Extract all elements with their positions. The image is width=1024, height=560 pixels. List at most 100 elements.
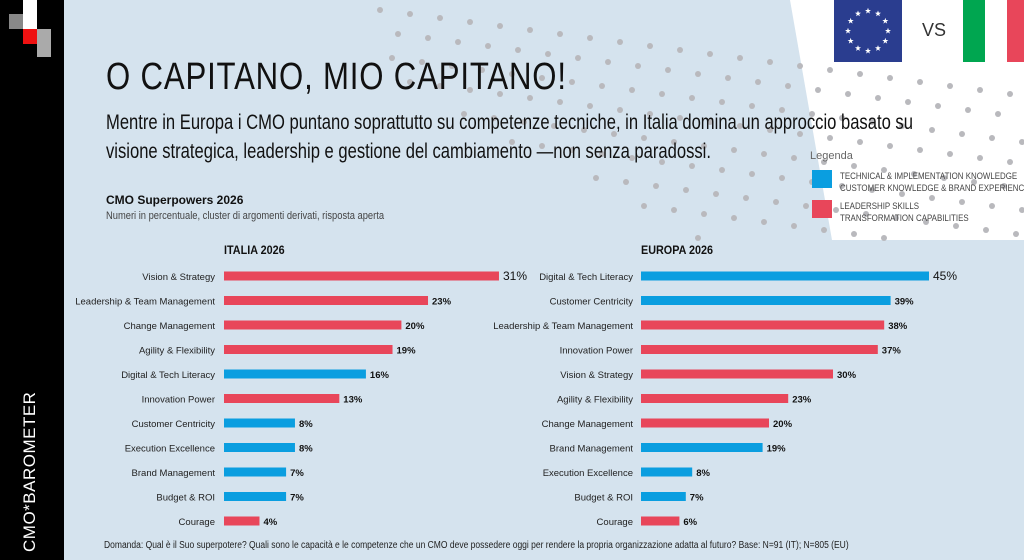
value-label: 16% <box>370 370 390 381</box>
star-icon <box>845 27 851 34</box>
value-label: 7% <box>290 468 304 479</box>
category-label: Brand Management <box>550 444 634 455</box>
category-label: Digital & Tech Literacy <box>121 370 215 381</box>
category-label: Budget & ROI <box>574 493 633 504</box>
category-label: Digital & Tech Literacy <box>539 272 633 283</box>
value-label: 31% <box>503 269 527 283</box>
category-label: Agility & Flexibility <box>139 346 215 357</box>
value-label: 7% <box>690 493 704 504</box>
bar <box>224 271 499 281</box>
eu-flag-icon <box>834 0 902 62</box>
bar <box>224 418 295 428</box>
bar <box>224 320 402 330</box>
star-icon <box>855 45 861 51</box>
category-label: Change Management <box>542 419 634 430</box>
category-label: Execution Excellence <box>543 468 633 479</box>
legend-label: CUSTOMER KNOWLEDGE & BRAND EXPERIENCE <box>840 183 1024 193</box>
star-icon <box>875 45 881 51</box>
legend-swatch-blue <box>812 170 832 188</box>
chart-title: CMO Superpowers 2026 <box>106 193 244 207</box>
value-label: 19% <box>767 444 787 455</box>
bar <box>641 467 693 477</box>
legend-swatch-red <box>812 200 832 218</box>
value-label: 23% <box>792 395 812 406</box>
value-label: 20% <box>773 419 793 430</box>
bar <box>641 271 929 281</box>
value-label: 19% <box>397 346 417 357</box>
star-icon <box>865 47 871 54</box>
category-label: Innovation Power <box>142 395 215 406</box>
panel-title-europa: EUROPA 2026 <box>641 243 714 257</box>
bar <box>641 516 680 526</box>
brand-logo-icon <box>9 0 51 57</box>
star-icon <box>847 17 854 24</box>
bar <box>641 492 686 501</box>
category-label: Brand Management <box>132 468 216 479</box>
star-icon <box>865 7 871 14</box>
category-label: Innovation Power <box>560 346 633 357</box>
bar <box>641 443 763 452</box>
legend-item-red: LEADERSHIP SKILLS TRANSFORMATION CAPABILI… <box>812 200 1024 224</box>
category-label: Leadership & Team Management <box>75 297 215 308</box>
value-label: 45% <box>933 269 957 283</box>
value-label: 8% <box>696 468 710 479</box>
star-icon <box>855 10 861 17</box>
category-label: Customer Centricity <box>550 297 634 308</box>
legend-label: TECHNICAL & IMPLEMENTATION KNOWLEDGE <box>840 171 1018 181</box>
bar <box>641 296 891 305</box>
bar <box>641 320 885 330</box>
value-label: 6% <box>683 517 697 528</box>
bar <box>224 467 287 477</box>
legend-item-blue: TECHNICAL & IMPLEMENTATION KNOWLEDGE CUST… <box>812 170 1024 194</box>
legend-title: Legenda <box>810 150 853 162</box>
bar <box>224 296 429 305</box>
page-subtitle: Mentre in Europa i CMO puntano soprattut… <box>106 111 913 163</box>
category-label: Vision & Strategy <box>142 272 215 283</box>
bar <box>641 369 833 379</box>
legend-label: LEADERSHIP SKILLS <box>840 201 920 211</box>
star-icon <box>875 10 881 17</box>
category-label: Budget & ROI <box>156 493 215 504</box>
category-label: Agility & Flexibility <box>557 395 633 406</box>
star-icon <box>882 17 889 24</box>
panel-title-italia: ITALIA 2026 <box>224 243 285 257</box>
chart-subtitle: Numeri in percentuale, cluster di argome… <box>106 210 385 222</box>
value-label: 7% <box>290 493 304 504</box>
footer-note: Domanda: Qual è il Suo superpotere? Qual… <box>104 540 849 551</box>
value-label: 8% <box>299 444 313 455</box>
star-icon <box>847 37 854 44</box>
bar <box>224 516 260 526</box>
vs-label: VS <box>922 20 946 40</box>
category-label: Vision & Strategy <box>560 370 633 381</box>
category-label: Customer Centricity <box>132 419 216 430</box>
value-label: 39% <box>895 297 915 308</box>
legend-label: TRANSFORMATION CAPABILITIES <box>840 213 969 223</box>
legend: Legenda TECHNICAL & IMPLEMENTATION KNOWL… <box>810 150 1024 230</box>
category-label: Courage <box>597 517 633 528</box>
value-label: 8% <box>299 419 313 430</box>
category-label: Change Management <box>124 321 216 332</box>
bar <box>224 369 366 379</box>
bar <box>641 418 769 428</box>
bar <box>641 345 878 354</box>
star-icon <box>885 27 891 34</box>
bar <box>641 394 789 403</box>
star-icon <box>882 37 889 44</box>
page-title: O CAPITANO, MIO CAPITANO! <box>106 56 567 98</box>
bar <box>224 443 295 452</box>
value-label: 30% <box>837 370 857 381</box>
value-label: 37% <box>882 346 902 357</box>
value-label: 38% <box>888 321 908 332</box>
italy-flag-icon <box>963 0 1024 62</box>
flags: VS <box>834 0 1024 67</box>
value-label: 23% <box>432 297 452 308</box>
category-label: Leadership & Team Management <box>493 321 633 332</box>
value-label: 13% <box>343 395 363 406</box>
category-label: Courage <box>179 517 215 528</box>
bar <box>224 394 340 403</box>
category-label: Execution Excellence <box>125 444 215 455</box>
sidebar: CMO*BAROMETER <box>0 0 64 560</box>
value-label: 4% <box>263 517 277 528</box>
bar <box>224 492 287 501</box>
